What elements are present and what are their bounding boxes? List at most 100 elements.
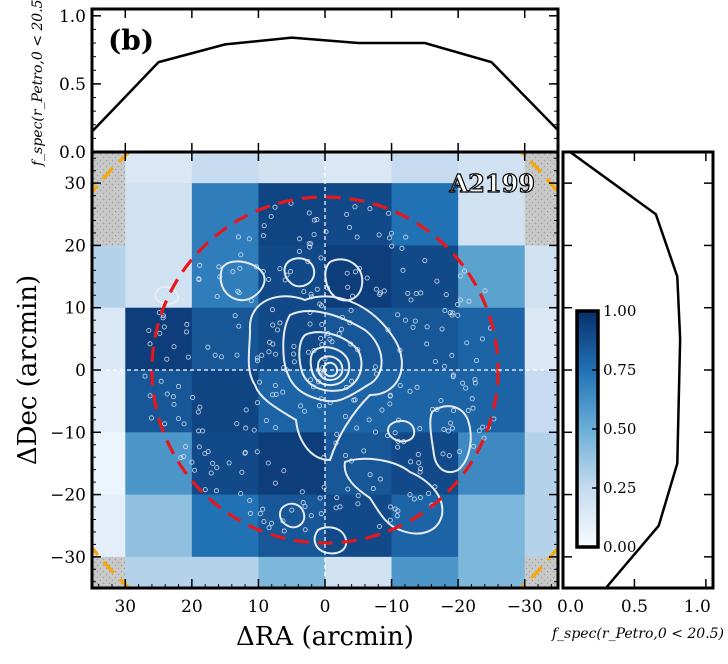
heatmap-cell — [391, 307, 459, 371]
contour-line — [324, 258, 364, 302]
galaxy-point — [311, 232, 317, 238]
galaxy-point — [325, 331, 331, 337]
galaxy-point — [212, 352, 218, 358]
galaxy-point — [417, 426, 423, 432]
galaxy-point — [352, 204, 358, 210]
contour-line — [313, 526, 348, 555]
heatmap-cell — [524, 152, 558, 184]
galaxy-point — [395, 438, 401, 444]
galaxy-point — [213, 488, 219, 494]
galaxy-point — [441, 363, 447, 369]
galaxy-point — [414, 384, 420, 390]
galaxy-point — [160, 313, 167, 319]
heatmap-cell — [524, 494, 558, 558]
main-heatmap-panel: 30 20 10 0 −10 −20 −30 30 20 10 0 −10 −20 −30 A2199 — [50, 150, 560, 617]
galaxy-point — [257, 379, 263, 385]
heatmap-cell — [92, 183, 126, 246]
galaxy-point — [263, 417, 269, 424]
colorbar-tick-label: 0.25 — [603, 479, 636, 497]
galaxy-point — [401, 439, 407, 445]
heatmap-cell — [125, 432, 193, 496]
galaxy-point — [377, 291, 383, 297]
galaxy-point — [395, 444, 401, 450]
galaxy-point — [445, 428, 451, 434]
heatmap-cell — [125, 183, 193, 246]
galaxy-point — [205, 344, 211, 350]
galaxy-point — [319, 321, 325, 328]
galaxy-point — [183, 329, 189, 335]
galaxy-point — [417, 469, 423, 475]
y-tick-label: −20 — [50, 486, 86, 506]
galaxy-point — [389, 243, 395, 249]
galaxy-point — [470, 405, 476, 411]
galaxy-point — [364, 275, 370, 281]
galaxy-point — [310, 384, 317, 390]
top-marginal-panel: 0.0 0.5 1.0 (b) — [59, 7, 560, 163]
galaxy-point — [302, 503, 308, 509]
galaxy-point — [339, 314, 345, 320]
galaxy-point — [318, 303, 325, 309]
galaxy-point — [266, 525, 272, 531]
galaxy-point — [387, 401, 393, 407]
galaxy-point — [424, 341, 430, 347]
galaxy-point — [337, 504, 343, 510]
galaxy-point — [268, 213, 274, 220]
x-tick-label: 0 — [320, 597, 331, 617]
galaxy-point — [251, 427, 257, 433]
galaxy-point — [366, 417, 372, 423]
galaxy-point — [197, 262, 203, 268]
galaxy-point — [254, 400, 260, 406]
galaxy-point — [407, 388, 413, 394]
galaxy-point — [355, 347, 361, 353]
galaxy-point — [387, 392, 393, 398]
galaxy-point — [385, 433, 391, 439]
galaxy-point — [308, 513, 314, 519]
galaxy-point — [338, 326, 345, 332]
galaxy-point — [161, 290, 167, 296]
x-tick-label: 10 — [248, 597, 270, 617]
galaxy-point — [355, 501, 361, 507]
x-tick-label: −10 — [374, 597, 410, 617]
galaxy-point — [460, 380, 466, 386]
galaxy-point — [209, 460, 216, 466]
contour-line — [283, 257, 316, 288]
galaxy-point — [424, 324, 430, 330]
galaxy-point — [455, 312, 461, 318]
galaxy-point — [317, 495, 323, 501]
galaxy-point — [163, 294, 169, 300]
galaxy-point — [447, 310, 453, 316]
y-tick-label: 20 — [64, 236, 86, 256]
heatmap-cell — [325, 183, 393, 246]
galaxy-point — [448, 420, 454, 426]
heatmap-cell — [191, 432, 259, 496]
heatmap-cell — [125, 556, 193, 588]
contour-line — [387, 419, 416, 443]
colorbar-tick-label: 0.50 — [603, 420, 636, 438]
heatmap-cell — [325, 556, 393, 588]
galaxy-point — [307, 377, 314, 383]
galaxy-point — [238, 252, 244, 258]
galaxy-point — [184, 321, 190, 328]
x-tick-label: 30 — [114, 597, 136, 617]
galaxy-point — [306, 241, 312, 247]
galaxy-point — [272, 480, 278, 486]
galaxy-point — [260, 268, 266, 275]
galaxy-point — [281, 468, 287, 474]
galaxy-points — [142, 200, 501, 534]
heatmap-cell — [191, 152, 259, 184]
galaxy-point — [291, 359, 297, 365]
galaxy-point — [147, 341, 153, 347]
galaxy-point — [259, 352, 265, 358]
y-tick-label: −30 — [50, 548, 86, 568]
galaxy-point — [235, 234, 241, 240]
galaxy-point — [321, 454, 327, 460]
galaxy-point — [441, 426, 447, 432]
right-x-tick-label: 0.5 — [621, 597, 648, 617]
galaxy-point — [342, 452, 349, 459]
heatmap-cell — [92, 152, 126, 184]
top-ticks: 0.0 0.5 1.0 — [59, 7, 558, 163]
galaxy-point — [327, 400, 333, 406]
heatmap-cell — [458, 556, 526, 588]
galaxy-point — [307, 321, 313, 327]
